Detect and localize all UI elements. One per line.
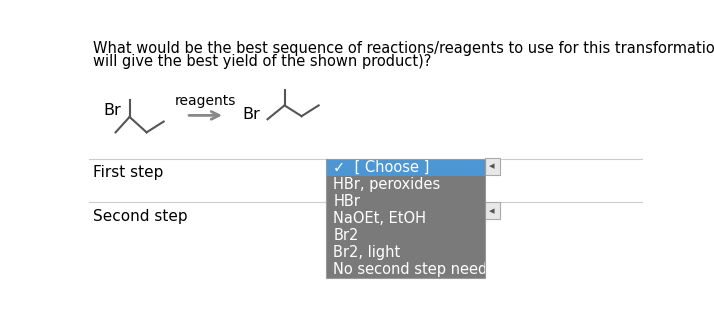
- Text: No second step needed: No second step needed: [333, 262, 506, 277]
- Text: ◂: ◂: [489, 161, 495, 171]
- Text: NaOEt, EtOH: NaOEt, EtOH: [333, 211, 426, 226]
- Text: will give the best yield of the shown product)?: will give the best yield of the shown pr…: [93, 54, 431, 69]
- FancyBboxPatch shape: [326, 210, 485, 227]
- Text: ◂: ◂: [489, 206, 495, 216]
- Text: HBr: HBr: [333, 194, 361, 209]
- Text: reagents: reagents: [175, 94, 236, 108]
- FancyBboxPatch shape: [485, 203, 500, 219]
- Text: Br: Br: [243, 107, 261, 122]
- Text: ✓  [ Choose ]: ✓ [ Choose ]: [333, 160, 430, 175]
- FancyBboxPatch shape: [326, 193, 485, 210]
- FancyBboxPatch shape: [326, 227, 485, 244]
- FancyBboxPatch shape: [485, 158, 500, 175]
- Text: Br: Br: [104, 103, 121, 118]
- Text: What would be the best sequence of reactions/reagents to use for this transforma: What would be the best sequence of react…: [93, 42, 714, 56]
- Text: Br2, light: Br2, light: [333, 245, 401, 260]
- FancyBboxPatch shape: [326, 159, 485, 176]
- FancyBboxPatch shape: [326, 244, 485, 261]
- Text: Second step: Second step: [93, 209, 188, 224]
- Text: Br2: Br2: [333, 228, 358, 243]
- Text: HBr, peroxides: HBr, peroxides: [333, 177, 441, 192]
- Text: First step: First step: [93, 165, 164, 180]
- FancyBboxPatch shape: [326, 261, 485, 278]
- FancyBboxPatch shape: [326, 176, 485, 193]
